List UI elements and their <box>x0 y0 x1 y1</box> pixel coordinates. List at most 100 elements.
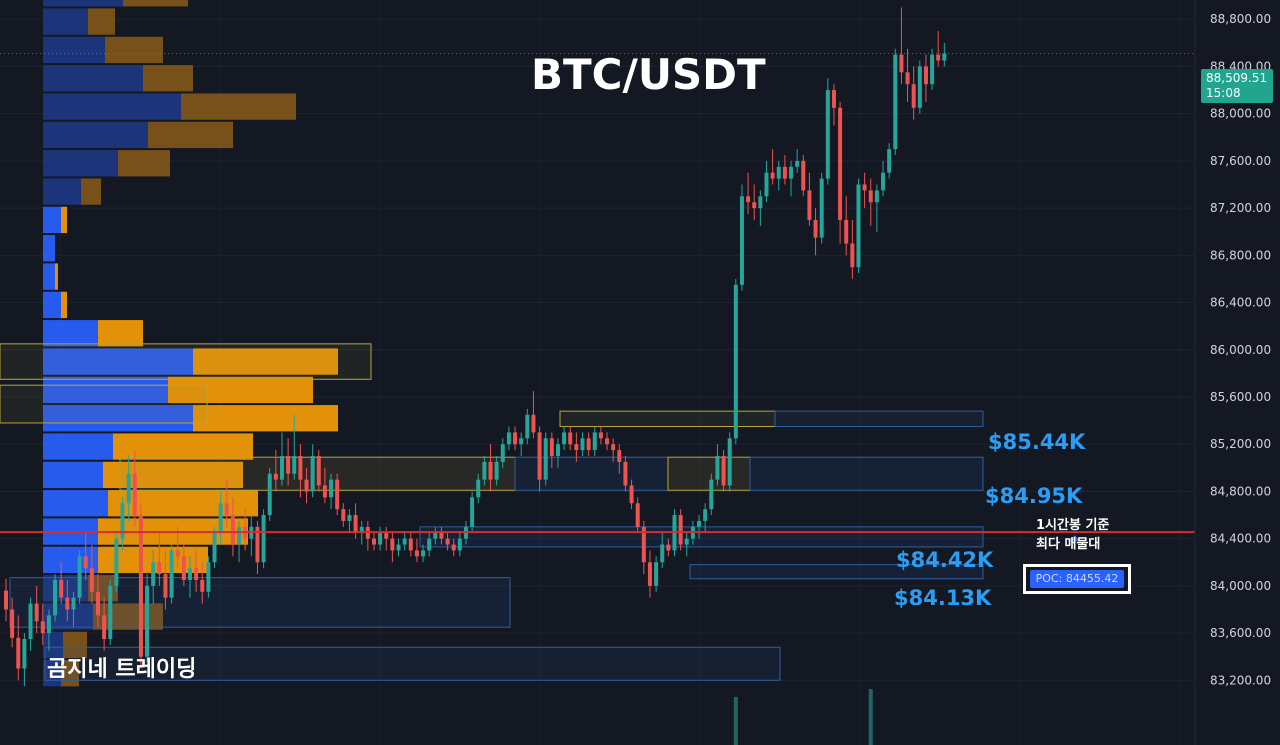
vp-bar-buy <box>43 405 193 432</box>
candle-body <box>273 473 278 480</box>
candle-body <box>592 432 597 451</box>
candle-body <box>402 538 407 545</box>
price-tick-label: 86,800.00 <box>1210 248 1271 262</box>
price-tick-label: 83,200.00 <box>1210 673 1271 687</box>
price-lines <box>0 53 1200 542</box>
candle-body <box>16 637 21 669</box>
candle-body <box>95 591 100 616</box>
candle-body <box>4 590 8 610</box>
candle-body <box>138 515 143 657</box>
price-tick-label: 84,400.00 <box>1210 532 1271 546</box>
vp-bar-buy <box>43 0 123 7</box>
candle-body <box>660 544 665 563</box>
candle-body <box>439 532 444 539</box>
vp-bar-buy <box>43 376 168 404</box>
candle-body <box>488 461 493 480</box>
volume-bars <box>733 689 873 745</box>
candle-body <box>10 609 15 638</box>
candle-body <box>758 196 763 209</box>
candle-body <box>194 568 199 580</box>
zone-box <box>774 410 984 428</box>
price-axis[interactable]: 83,200.00 83,600.00 84,000.00 84,400.00 84,8… <box>1194 0 1280 745</box>
candle-body <box>917 66 922 108</box>
candle-body <box>65 597 70 610</box>
candle-body <box>801 160 806 191</box>
price-tick-label: 87,600.00 <box>1210 154 1271 168</box>
candle-body <box>108 585 113 639</box>
candle-body <box>384 532 389 539</box>
candle-body <box>635 503 640 527</box>
chart-title: BTC/USDT <box>531 50 766 99</box>
level-label-3: $84.42K <box>896 548 994 572</box>
zone-box <box>749 456 984 491</box>
candle-body <box>445 538 450 545</box>
zone-box <box>689 564 984 580</box>
candle-body <box>145 585 150 657</box>
candle-body <box>22 638 27 669</box>
candle-body <box>537 432 542 480</box>
candle-body <box>151 562 156 586</box>
candle-body <box>598 432 603 439</box>
candle-body <box>807 190 812 220</box>
vp-bar-sell <box>118 150 170 177</box>
candle-body <box>230 515 235 545</box>
candle-body <box>629 485 634 504</box>
candle-body <box>169 550 174 598</box>
candle-body <box>378 532 383 545</box>
vp-bar-sell <box>61 291 67 319</box>
vp-bar-buy <box>43 546 98 574</box>
candle-body <box>574 444 579 451</box>
candle-body <box>132 473 137 516</box>
poc-badge[interactable]: POC: 84455.42 <box>1030 570 1124 588</box>
vp-bar-buy <box>43 36 105 64</box>
candle-body <box>71 597 76 610</box>
vp-bar-sell <box>63 631 87 659</box>
candle-body <box>102 615 107 639</box>
candle-body <box>408 538 413 551</box>
candle-body <box>421 550 426 557</box>
candle-body <box>605 438 610 445</box>
candle-body <box>267 473 272 516</box>
price-tick-label: 88,000.00 <box>1210 107 1271 121</box>
candle-body <box>506 432 511 445</box>
candle-body <box>727 438 732 486</box>
candle-body <box>831 90 836 108</box>
candle-body <box>874 190 879 203</box>
candle-body <box>746 196 751 203</box>
vp-bar-sell <box>105 36 163 64</box>
candle-body <box>181 556 186 580</box>
zone-box <box>559 410 776 428</box>
vp-bar-buy <box>43 65 143 92</box>
vp-bar-sell <box>61 206 67 234</box>
vp-bar-buy <box>43 490 108 517</box>
candle-body <box>500 444 505 462</box>
poc-pointer <box>1070 535 1080 542</box>
candle-body <box>261 515 266 563</box>
candle-body <box>120 503 125 539</box>
price-tick-label: 84,800.00 <box>1210 484 1271 498</box>
price-axis-bg <box>1195 0 1280 745</box>
candle-body <box>641 526 646 563</box>
candle-body <box>930 54 935 85</box>
vp-bar-buy <box>43 235 55 262</box>
candle-body <box>224 503 229 516</box>
candle-body <box>237 526 242 545</box>
price-tick-label: 86,000.00 <box>1210 343 1271 357</box>
last-price-badge[interactable]: 88,509.51 15:08 <box>1201 69 1273 103</box>
candle-body <box>825 90 830 179</box>
vp-bar-sell <box>143 65 193 92</box>
candle-body <box>476 479 481 498</box>
candle-body <box>316 456 321 486</box>
candle-body <box>482 461 487 480</box>
candle-body <box>255 526 260 563</box>
candle-body <box>83 556 88 569</box>
candle-body <box>862 184 867 191</box>
candle-body <box>936 54 941 61</box>
poc-badge-label: POC: 84455.42 <box>1035 572 1119 585</box>
candle-body <box>770 172 775 179</box>
candle-body <box>335 479 340 510</box>
zone-box <box>0 384 208 424</box>
zone-box <box>9 577 511 628</box>
price-tick-label: 84,000.00 <box>1210 579 1271 593</box>
